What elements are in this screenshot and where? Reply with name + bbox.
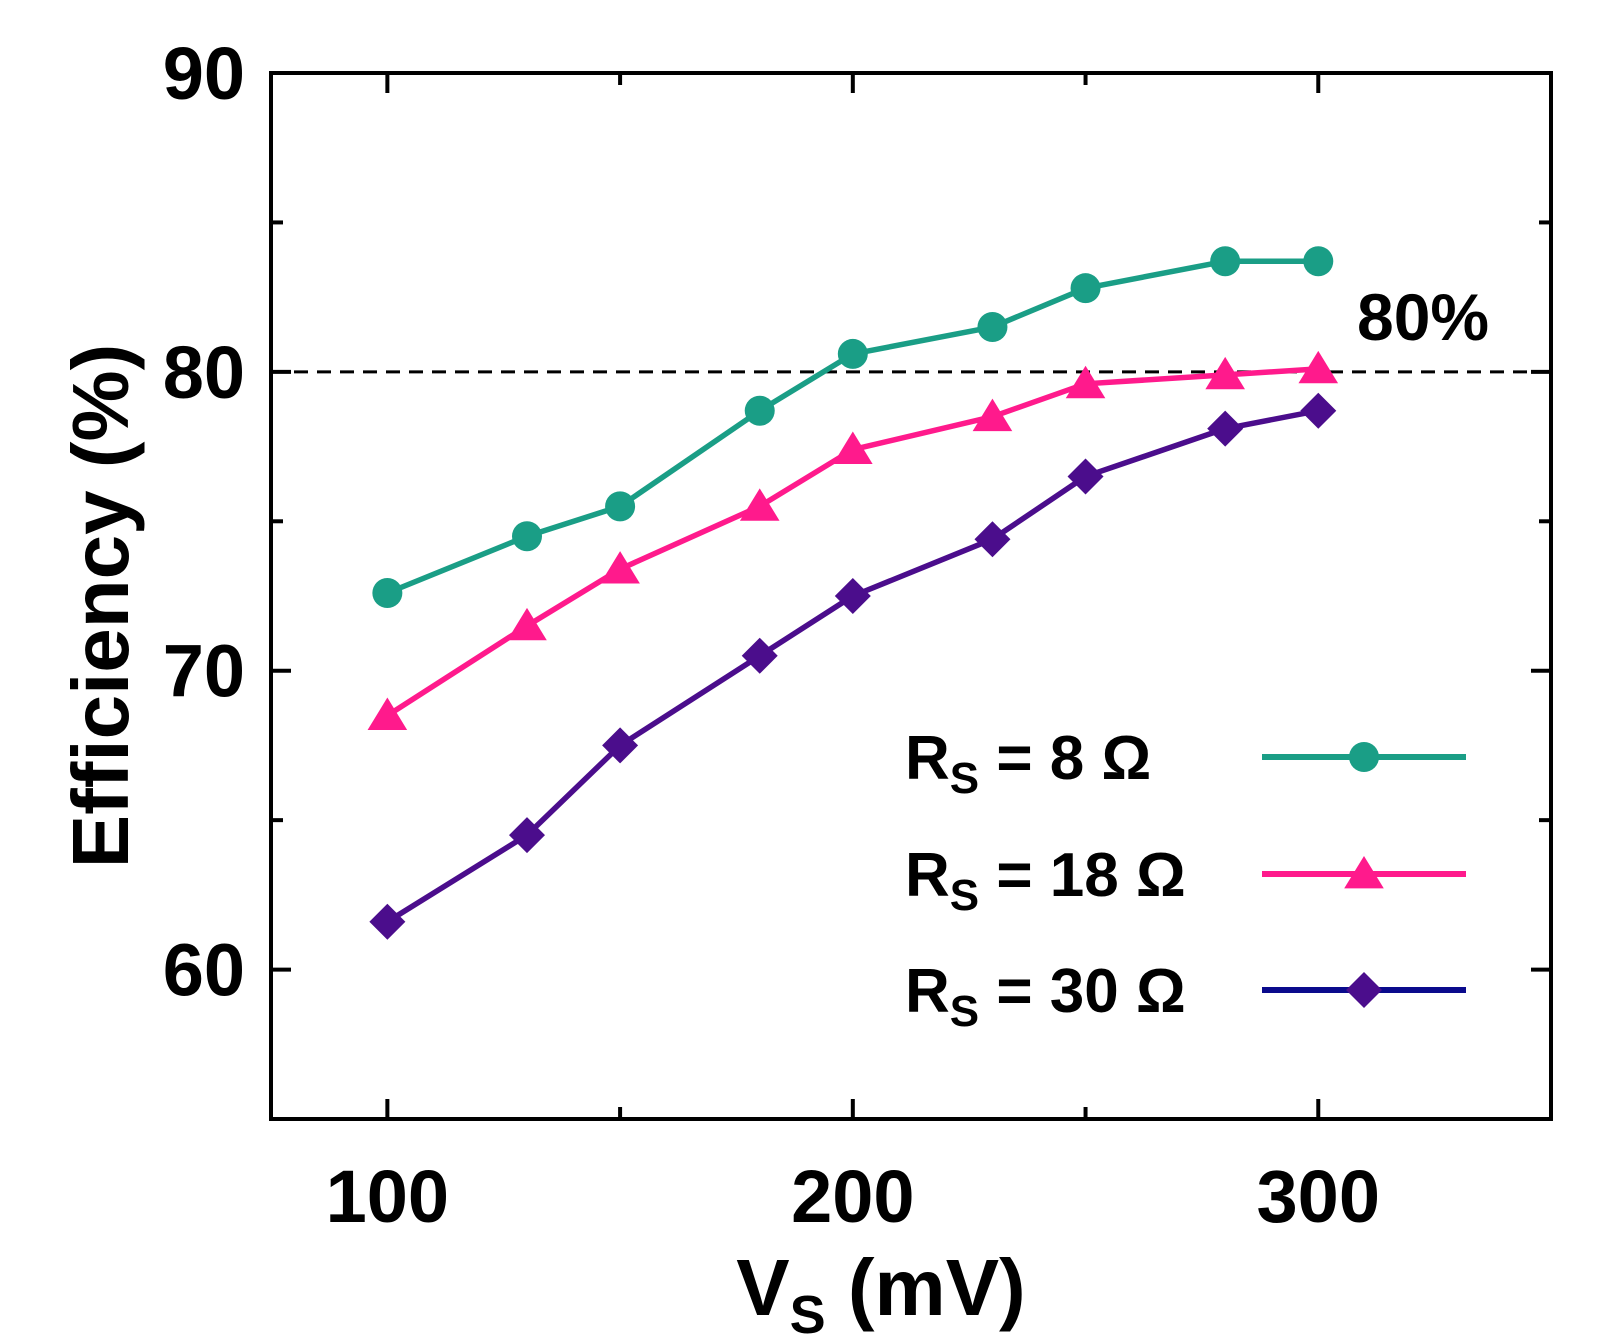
legend-marker: [1344, 856, 1384, 889]
data-point: [509, 817, 545, 854]
data-point: [367, 697, 408, 730]
legend: RS = 8 Ω RS = 18 Ω RS = 30 Ω: [905, 724, 1466, 1036]
legend-item-3: RS = 30 Ω: [905, 957, 1466, 1036]
series-1: [372, 246, 1334, 609]
data-point: [833, 431, 873, 464]
data-point: [1205, 356, 1245, 390]
series-2: [367, 350, 1339, 730]
data-point: [1298, 350, 1339, 384]
y-axis-title: Efficiency (%): [56, 344, 145, 869]
data-point: [741, 637, 778, 674]
plot-area: 80%: [271, 246, 1551, 940]
data-point: [600, 551, 640, 584]
data-point: [744, 395, 775, 426]
y-tick-label: 70: [163, 630, 245, 713]
reference-line-label: 80%: [1357, 280, 1489, 354]
legend-label: RS = 18 Ω: [905, 841, 1186, 920]
data-point: [974, 521, 1011, 558]
plot-frame: [269, 71, 1553, 1121]
x-tick-label: 300: [1257, 1155, 1380, 1238]
data-point: [837, 338, 868, 369]
data-point: [602, 727, 639, 764]
legend-label: RS = 30 Ω: [905, 957, 1186, 1036]
data-point: [1303, 246, 1334, 277]
x-tick-label: 100: [326, 1155, 449, 1238]
legend-item-1: RS = 8 Ω: [905, 724, 1466, 803]
axes: 100 200 300 60 70 80 90 VS (mV) Efficiency (%): [56, 32, 1553, 1341]
data-point: [372, 578, 403, 609]
data-point: [369, 903, 406, 940]
data-point: [1300, 392, 1337, 429]
data-point: [605, 491, 636, 522]
legend-item-2: RS = 18 Ω: [905, 841, 1466, 920]
data-point: [834, 578, 871, 614]
data-point: [1210, 246, 1241, 277]
y-tick-label: 90: [163, 32, 245, 115]
y-tick-label: 60: [163, 929, 245, 1012]
x-tick-label: 200: [791, 1155, 914, 1238]
data-point: [1070, 273, 1101, 304]
legend-marker: [1349, 742, 1379, 772]
data-point: [977, 312, 1008, 343]
legend-marker: [1346, 972, 1382, 1008]
data-point: [1067, 458, 1104, 495]
data-point: [1207, 410, 1244, 447]
data-point: [739, 488, 780, 521]
data-point: [507, 607, 547, 641]
data-point: [1065, 365, 1106, 399]
data-point: [512, 521, 542, 552]
x-axis-title: VS (mV): [736, 1243, 1025, 1341]
data-point: [972, 398, 1013, 432]
legend-label: RS = 8 Ω: [905, 724, 1151, 803]
series-3: [369, 392, 1337, 940]
y-tick-label: 80: [163, 331, 245, 414]
